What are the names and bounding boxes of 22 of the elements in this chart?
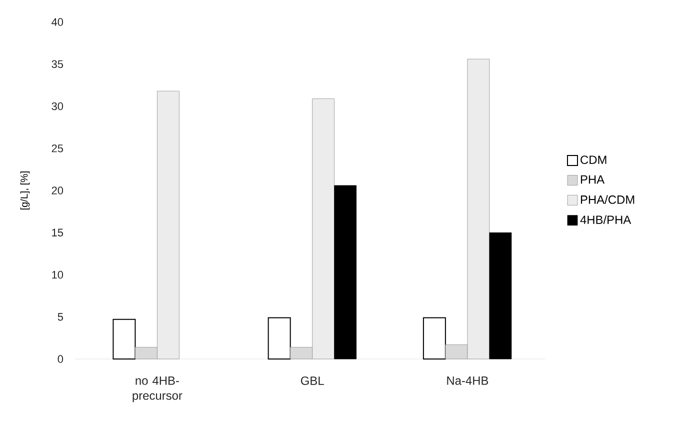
x-tick-label: no 4HB-precursor: [132, 376, 182, 402]
y-tick-label: 25: [52, 144, 64, 152]
legend-label: 4HB/PHA: [580, 215, 632, 224]
y-tick-label: 30: [52, 102, 64, 110]
legend-label: PHA/CDM: [580, 195, 634, 204]
y-axis-title: [g/L], [%]: [20, 172, 30, 210]
bar: [112, 318, 136, 360]
y-tick-label: 40: [52, 18, 64, 26]
legend-label: CDM: [580, 156, 606, 164]
x-tick-label: GBL: [300, 376, 324, 385]
bar: [268, 317, 291, 360]
y-tick-label: 15: [52, 228, 64, 236]
y-tick-label: 0: [58, 355, 64, 363]
y-tick-label: 20: [52, 186, 64, 194]
legend-label: PHA: [580, 175, 605, 184]
bar: [334, 185, 357, 360]
y-tick-label: 10: [52, 270, 64, 279]
bar: [489, 232, 512, 360]
x-tick-label: Na-4HB: [447, 376, 488, 385]
y-tick-label: 35: [52, 60, 64, 68]
y-tick-label: 5: [58, 313, 64, 321]
bar: [422, 317, 446, 360]
